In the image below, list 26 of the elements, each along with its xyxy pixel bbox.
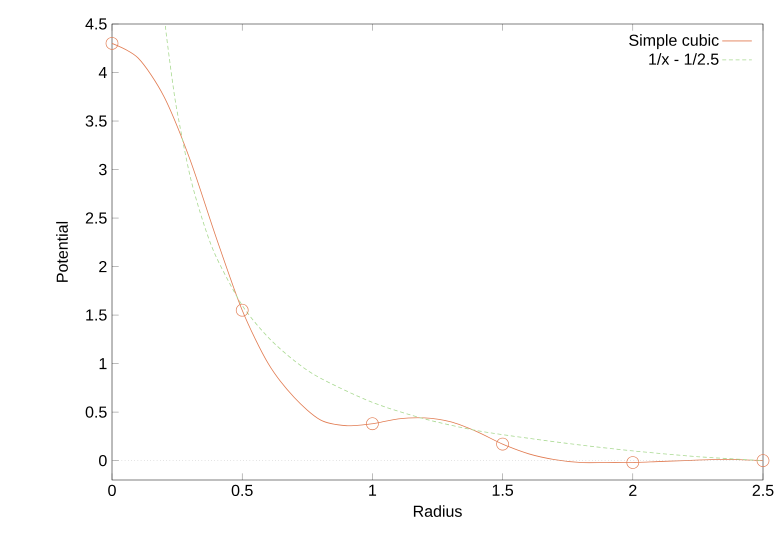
y-axis-title: Potential [56,222,68,282]
x-tick-label: 0.5 [232,484,253,496]
x-tick-label: 0 [108,484,116,496]
point [366,417,379,430]
x-tick-label: 1 [369,484,376,496]
y-tick-label: 2 [99,260,106,272]
point [106,37,118,50]
y-tick-label: 3.5 [86,115,107,127]
x-axis-title: Radius [414,505,462,517]
x-tick-label: 2.5 [752,484,774,496]
legend-label: Simple cubic [629,34,719,50]
legend-label: 1/x - 1/2.5 [649,53,718,65]
x-tick-label: 2 [629,484,636,496]
y-tick-label: 1 [100,358,107,370]
y-tick-label: 1.5 [86,309,107,321]
point [626,456,640,469]
point [236,304,249,317]
x-tick-label: 1.5 [492,484,514,496]
y-tick-label: 0 [99,454,107,466]
y-tick-label: 3 [99,164,107,176]
y-tick-label: 4 [98,67,107,78]
y-tick-label: 2.5 [86,212,107,224]
y-tick-label: 4.5 [85,18,107,30]
point [756,454,770,467]
point [496,438,509,450]
y-tick-label: 0.5 [86,406,107,418]
